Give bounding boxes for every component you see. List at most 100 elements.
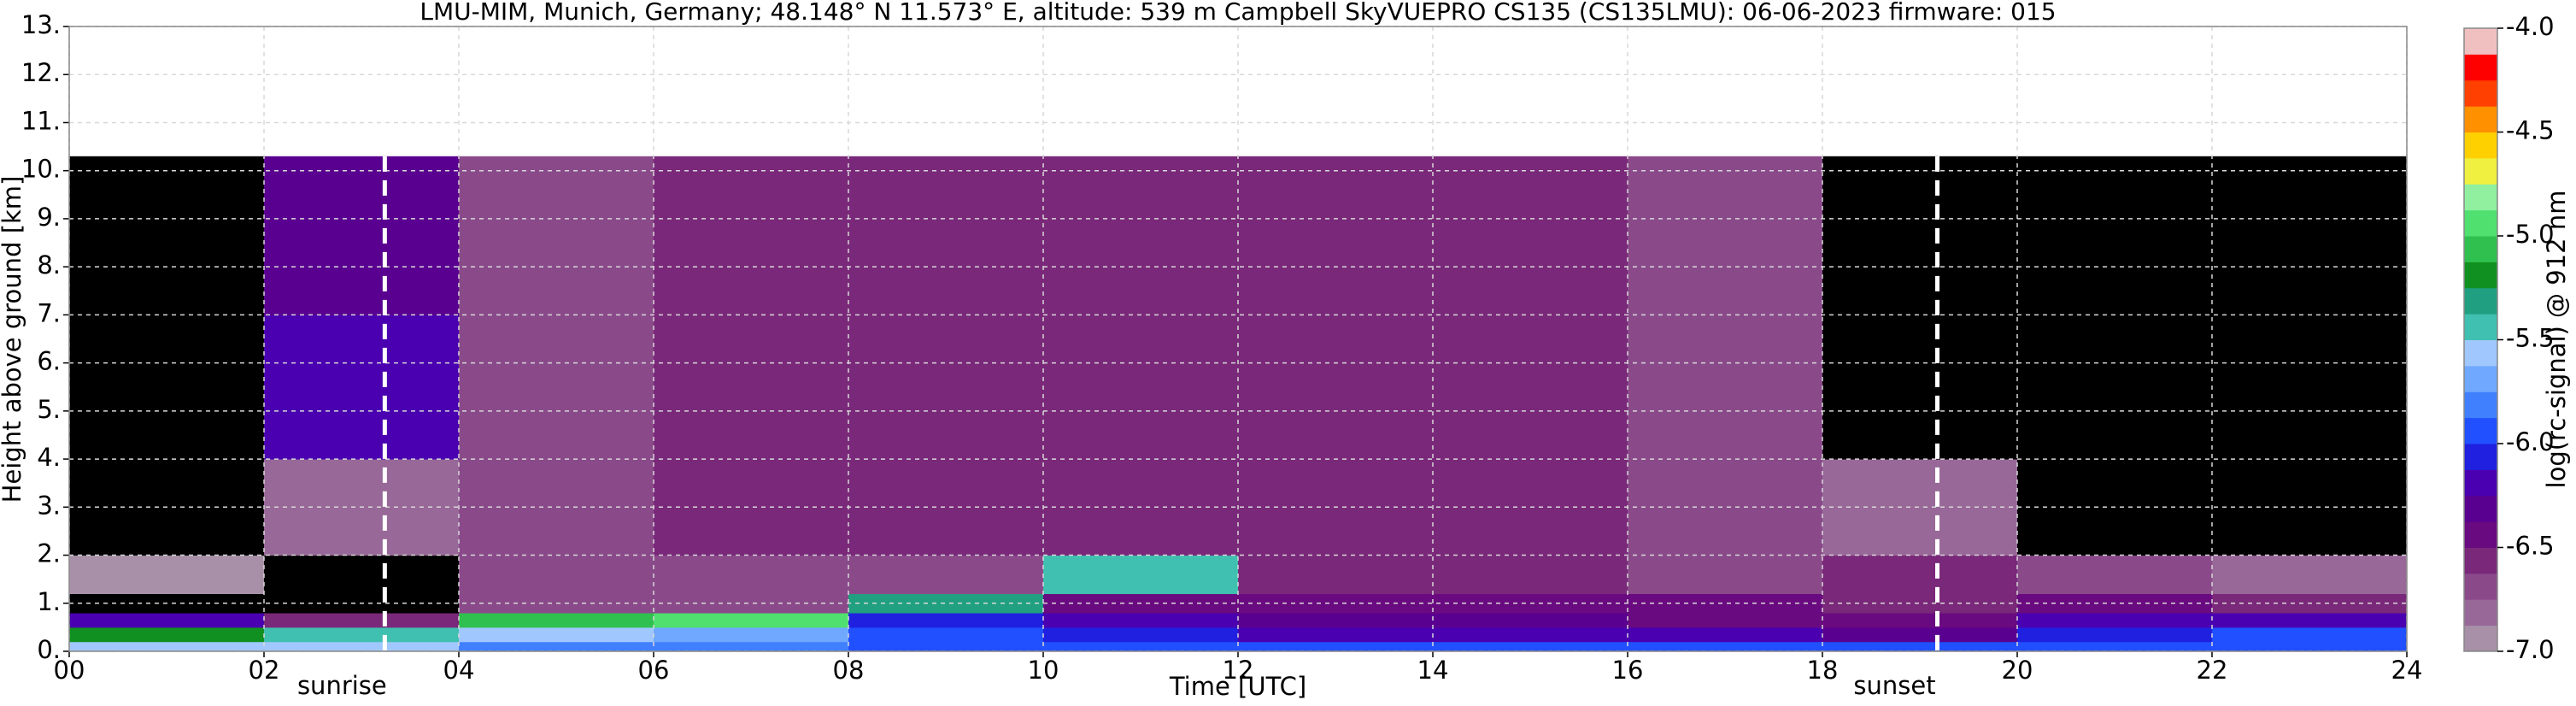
heatmap-cell — [1238, 641, 1434, 652]
heatmap-cell — [264, 555, 460, 595]
heatmap-cell — [264, 315, 460, 460]
y-tick-label: 0. — [37, 635, 61, 664]
colorbar-swatch — [2464, 106, 2497, 132]
heatmap-cell — [1433, 555, 1628, 595]
heatmap-cell — [459, 315, 654, 460]
heatmap-cell — [848, 627, 1044, 643]
heatmap-cell — [2212, 315, 2408, 460]
heatmap-cell — [2017, 156, 2213, 315]
heatmap-cell — [459, 627, 654, 643]
heatmap-cell — [1043, 627, 1239, 643]
x-tick-label: 12 — [1223, 656, 1254, 685]
heatmap-cell — [1628, 156, 1823, 315]
heatmap-cell — [654, 613, 849, 628]
heatmap-cell — [848, 156, 1044, 315]
colorbar-swatch — [2464, 262, 2497, 289]
colorbar-label: log(rc-signal) @ 912 nm — [2542, 191, 2571, 489]
heatmap-cell — [1628, 555, 1823, 595]
colorbar-swatch — [2464, 79, 2497, 107]
y-tick-label: 12. — [21, 58, 61, 87]
colorbar-swatch — [2464, 209, 2497, 237]
heatmap-cell — [1238, 613, 1434, 628]
y-tick-label: 5. — [37, 395, 61, 424]
colorbar-tick-label: -4.0 — [2506, 12, 2555, 41]
y-tick-label: 8. — [37, 250, 61, 279]
heatmap-cell — [1433, 641, 1628, 652]
chart-title: LMU-MIM, Munich, Germany; 48.148° N 11.5… — [420, 0, 2056, 26]
heatmap-cell — [2212, 627, 2408, 643]
heatmap-cell — [654, 627, 849, 643]
colorbar-swatch — [2464, 469, 2497, 497]
y-tick-label: 10. — [21, 155, 61, 184]
y-tick-label: 9. — [37, 203, 61, 232]
annotation-label: sunrise — [297, 671, 387, 700]
x-tick-label: 10 — [1028, 656, 1059, 685]
heatmap-cell — [848, 459, 1044, 556]
heatmap-cell — [1628, 459, 1823, 556]
heatmap-cell — [1822, 613, 2018, 628]
heatmap-cell — [1433, 627, 1628, 643]
colorbar-tick-label: -4.5 — [2506, 116, 2555, 145]
annotation-label: sunset — [1853, 671, 1935, 700]
colorbar-swatch — [2464, 547, 2497, 574]
heatmap-cell — [848, 555, 1044, 595]
heatmap-cell — [2212, 613, 2408, 628]
x-tick-label: 02 — [249, 656, 280, 685]
heatmap-cell — [2017, 315, 2213, 460]
colorbar-swatch — [2464, 625, 2497, 652]
heatmap-cell — [1822, 627, 2018, 643]
colorbar-tick-label: -7.0 — [2506, 635, 2555, 664]
colorbar-swatch — [2464, 236, 2497, 262]
colorbar-swatch — [2464, 54, 2497, 81]
y-tick-label: 4. — [37, 443, 61, 472]
heatmap-cell — [1628, 627, 1823, 643]
x-tick-label: 06 — [638, 656, 670, 685]
heatmap-cell — [1043, 156, 1239, 315]
colorbar-swatch — [2464, 444, 2497, 470]
heatmap-cell — [1822, 641, 2018, 652]
x-tick-label: 16 — [1612, 656, 1644, 685]
heatmap-cell — [2212, 641, 2408, 652]
colorbar-tick-label: -5.0 — [2506, 220, 2555, 249]
heatmap-cell — [654, 593, 849, 614]
heatmap-cell — [848, 593, 1044, 614]
heatmap-cell — [1238, 627, 1434, 643]
heatmap-cell — [848, 641, 1044, 652]
heatmap-cell — [1433, 613, 1628, 628]
heatmap-cell — [264, 156, 460, 315]
y-axis-label: Height above ground [km] — [0, 176, 26, 503]
heatmap-cell — [1433, 315, 1628, 460]
heatmap-cell — [1238, 555, 1434, 595]
x-tick-label: 22 — [2197, 656, 2228, 685]
x-tick-label: 00 — [54, 656, 85, 685]
x-tick-label: 18 — [1807, 656, 1839, 685]
heatmap-cell — [654, 555, 849, 595]
colorbar-swatch — [2464, 521, 2497, 548]
heatmap-cell — [264, 627, 460, 643]
heatmap-cell — [69, 555, 265, 595]
heatmap-cell — [1822, 459, 2018, 556]
heatmap-cell — [459, 613, 654, 628]
colorbar-swatch — [2464, 184, 2497, 211]
heatmap-cell — [2017, 627, 2213, 643]
colorbar-swatch — [2464, 287, 2497, 315]
heatmap-cell — [1822, 315, 2018, 460]
y-tick-label: 11. — [21, 106, 61, 135]
colorbar-swatch — [2464, 339, 2497, 367]
y-tick-label: 1. — [37, 587, 61, 616]
heatmap-cell — [2017, 555, 2213, 595]
heatmap-cell — [1238, 315, 1434, 460]
heatmap-cell — [1822, 156, 2018, 315]
colorbar-swatch — [2464, 157, 2497, 185]
x-tick-label: 14 — [1417, 656, 1449, 685]
heatmap-cell — [459, 641, 654, 652]
colorbar-swatch — [2464, 132, 2497, 159]
heatmap-cell — [1043, 641, 1239, 652]
heatmap-cell — [264, 641, 460, 652]
heatmap-cell — [69, 156, 265, 315]
heatmap-cell — [2212, 156, 2408, 315]
heatmap-cell — [2017, 641, 2213, 652]
colorbar-swatch — [2464, 573, 2497, 600]
y-tick-label: 6. — [37, 347, 61, 376]
heatmap-cell — [2212, 555, 2408, 595]
